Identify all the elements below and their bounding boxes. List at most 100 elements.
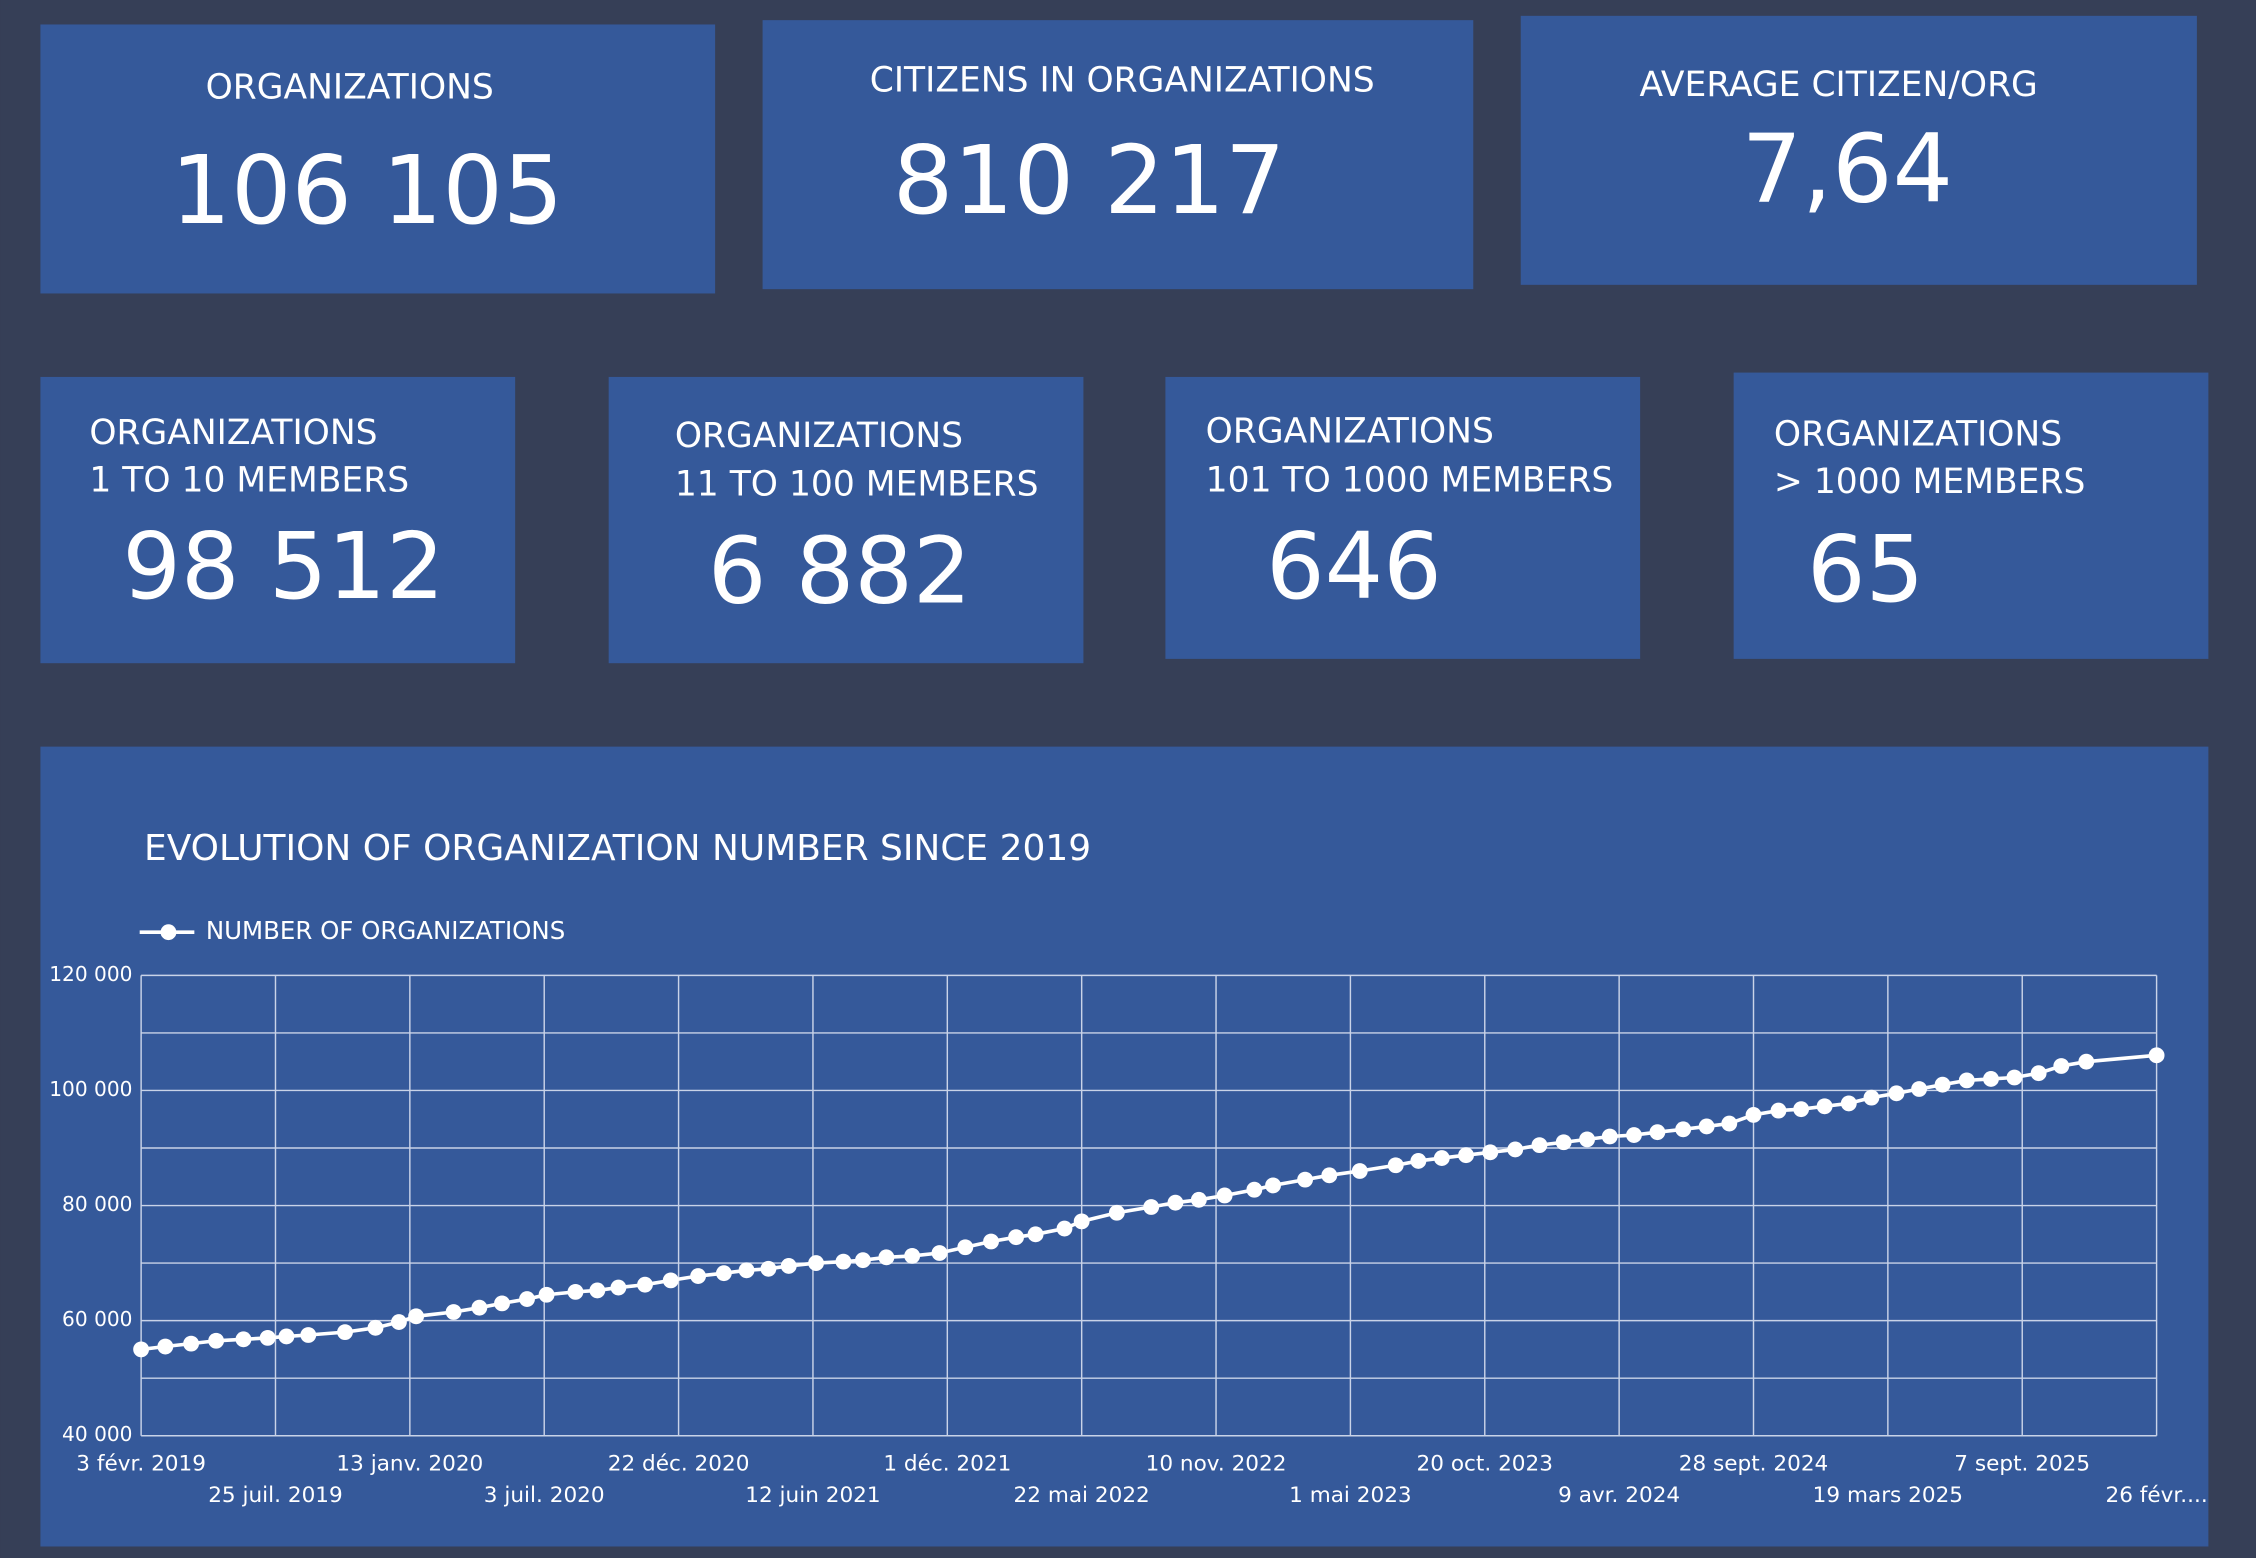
- data-point: [715, 1265, 732, 1282]
- kpi-card: [1520, 15, 2197, 285]
- x-tick-label: 22 mai 2022: [1014, 1483, 1150, 1508]
- data-point: [1721, 1115, 1738, 1132]
- kpi-value: 6 882: [708, 517, 972, 624]
- x-tick-label: 22 déc. 2020: [608, 1451, 750, 1476]
- data-point: [1351, 1163, 1368, 1179]
- kpi-value: 646: [1266, 513, 1442, 620]
- x-tick-label: 1 déc. 2021: [883, 1451, 1011, 1476]
- data-point: [931, 1245, 948, 1261]
- data-point: [1246, 1181, 1263, 1198]
- data-point: [183, 1335, 200, 1352]
- data-point: [1698, 1118, 1715, 1135]
- data-point: [780, 1258, 797, 1274]
- data-point: [1008, 1229, 1024, 1246]
- data-point: [1840, 1095, 1857, 1112]
- data-point: [1265, 1177, 1281, 1194]
- data-point: [662, 1272, 679, 1289]
- x-tick-label: 25 juil. 2019: [208, 1483, 343, 1508]
- data-point: [1770, 1102, 1787, 1119]
- x-tick-label: 7 sept. 2025: [1954, 1451, 2090, 1476]
- x-tick-label: 3 févr. 2019: [76, 1451, 206, 1476]
- kpi-card: [40, 376, 516, 664]
- data-point: [445, 1304, 462, 1320]
- kpi-title: > 1000 MEMBERS: [1774, 462, 2085, 502]
- data-point: [337, 1324, 353, 1341]
- data-point: [738, 1262, 755, 1279]
- data-point: [808, 1255, 824, 1271]
- data-point: [760, 1260, 777, 1277]
- kpi-title: 1 TO 10 MEMBERS: [89, 460, 409, 500]
- x-tick-label: 26 févr....: [2105, 1483, 2207, 1508]
- kpi-card: [1165, 376, 1641, 659]
- x-tick-label: 20 oct. 2023: [1417, 1451, 1553, 1476]
- data-point: [1911, 1081, 1928, 1097]
- y-tick-label: 40 000: [62, 1422, 132, 1446]
- kpi-title: ORGANIZATIONS: [206, 68, 494, 108]
- data-point: [957, 1239, 974, 1256]
- data-point: [157, 1338, 174, 1355]
- data-point: [538, 1286, 555, 1303]
- data-point: [471, 1299, 488, 1316]
- chart-title: EVOLUTION OF ORGANIZATION NUMBER SINCE 2…: [144, 828, 1091, 869]
- kpi-card: [608, 376, 1084, 664]
- data-point: [2030, 1065, 2047, 1082]
- legend-label: NUMBER OF ORGANIZATIONS: [206, 916, 565, 945]
- data-point: [1793, 1101, 1810, 1118]
- x-tick-label: 12 juin 2021: [745, 1483, 880, 1508]
- data-point: [2148, 1047, 2165, 1064]
- y-tick-label: 100 000: [49, 1077, 132, 1101]
- chart-card: [40, 746, 2209, 1547]
- kpi-title: 101 TO 1000 MEMBERS: [1206, 460, 1614, 500]
- kpi-title: ORGANIZATIONS: [1206, 412, 1494, 452]
- kpi-value: 106 105: [171, 136, 564, 246]
- kpi-value: 7,64: [1742, 114, 1953, 224]
- y-tick-label: 80 000: [62, 1192, 132, 1216]
- data-point: [1745, 1107, 1762, 1123]
- data-point: [1816, 1098, 1833, 1115]
- kpi-title: 11 TO 100 MEMBERS: [675, 465, 1039, 505]
- data-point: [1863, 1089, 1880, 1106]
- kpi-card: [762, 20, 1474, 290]
- y-tick-label: 60 000: [62, 1307, 132, 1331]
- kpi-title: CITIZENS IN ORGANIZATIONS: [870, 61, 1375, 101]
- data-point: [494, 1295, 510, 1312]
- data-point: [1321, 1167, 1338, 1184]
- data-point: [1888, 1085, 1905, 1102]
- data-point: [567, 1283, 584, 1300]
- kpi-title: ORGANIZATIONS: [89, 413, 377, 453]
- data-point: [855, 1252, 871, 1269]
- data-point: [1433, 1150, 1450, 1166]
- data-point: [904, 1247, 921, 1264]
- data-point: [878, 1249, 895, 1266]
- data-point: [133, 1341, 150, 1358]
- data-point: [519, 1291, 535, 1307]
- legend-marker: [160, 924, 177, 941]
- data-point: [408, 1308, 425, 1325]
- data-point: [690, 1268, 707, 1284]
- data-point: [2006, 1069, 2023, 1086]
- data-point: [1675, 1121, 1692, 1138]
- x-tick-label: 28 sept. 2024: [1679, 1451, 1829, 1476]
- data-point: [1531, 1137, 1548, 1154]
- y-tick-label: 120 000: [49, 962, 132, 986]
- data-point: [235, 1331, 252, 1348]
- data-point: [1297, 1171, 1314, 1188]
- data-point: [1073, 1213, 1090, 1230]
- data-point: [1579, 1131, 1596, 1148]
- kpi-title: ORGANIZATIONS: [675, 416, 963, 456]
- kpi-card: [40, 24, 716, 294]
- data-point: [1555, 1134, 1572, 1151]
- data-point: [1507, 1141, 1524, 1158]
- x-tick-label: 13 janv. 2020: [336, 1451, 483, 1476]
- kpi-value: 810 217: [893, 126, 1286, 236]
- data-point: [367, 1319, 384, 1336]
- data-point: [1108, 1204, 1125, 1221]
- data-point: [835, 1253, 852, 1270]
- data-point: [983, 1233, 999, 1250]
- data-point: [1626, 1127, 1642, 1143]
- data-point: [1649, 1124, 1666, 1141]
- x-tick-label: 1 mai 2023: [1289, 1483, 1412, 1508]
- data-point: [208, 1332, 225, 1349]
